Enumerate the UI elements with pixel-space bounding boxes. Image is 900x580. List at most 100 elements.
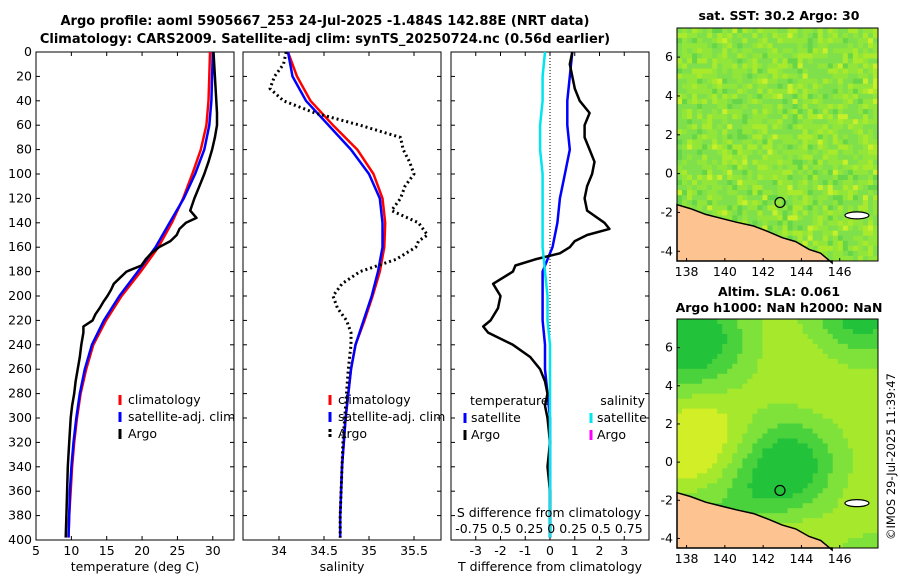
depth-tick-label: 0 [24, 44, 32, 59]
temp-legend-label: Argo [128, 426, 157, 441]
sal-xtick-label: 34.5 [310, 543, 338, 558]
depth-tick-label: 340 [8, 459, 32, 474]
temp-series-argo [64, 51, 219, 538]
diff-xtick-label: 2 [596, 543, 604, 558]
sal-xtick-label: 34 [271, 543, 287, 558]
sst-xtick-label: 142 [751, 264, 775, 279]
diff-legend-label: Argo [471, 427, 500, 442]
diff-xtick-label: 3 [620, 543, 628, 558]
sst-xtick-label: 144 [789, 264, 813, 279]
sst-ytick-label: -2 [661, 204, 673, 219]
depth-tick-label: 400 [8, 532, 32, 547]
depth-tick-label: 180 [8, 264, 32, 279]
sst-argo-marker [774, 196, 786, 209]
diff-top-ticks: -0.75 0.5 0.25 0 0.25 0.5 0.75 [455, 521, 642, 536]
sla-xtick-label: 146 [828, 551, 852, 566]
depth-tick-label: 280 [8, 386, 32, 401]
depth-tick-label: 240 [8, 337, 32, 352]
sst-ytick-label: 2 [665, 127, 673, 142]
depth-tick-label: 80 [16, 142, 32, 157]
diff-xtick-label: -3 [470, 543, 482, 558]
sla-ytick-label: 6 [665, 340, 673, 355]
sst-ytick-label: -4 [661, 243, 674, 258]
depth-tick-label: 380 [8, 508, 32, 523]
sla-xtick-label: 142 [751, 551, 775, 566]
sla-map-group [677, 319, 879, 549]
figure-title-line1: Argo profile: aoml 5905667_253 24-Jul-20… [60, 14, 590, 29]
sla-ytick-label: -4 [661, 530, 674, 545]
depth-tick-label: 220 [8, 312, 32, 327]
diff-legend-label: satellite [471, 410, 521, 425]
temp-legend-label: satellite-adj. clim [128, 409, 235, 424]
sst-map-group [677, 28, 879, 262]
depth-tick-label: 40 [16, 93, 32, 108]
sst-xtick-label: 140 [713, 264, 737, 279]
sla-ytick-label: 2 [665, 416, 673, 431]
diff-series-temperature-argo [481, 51, 611, 538]
diff-top-label: S difference from climatology [457, 505, 642, 520]
sal-xtick-label: 35 [361, 543, 377, 558]
sla-map-title-line1: Altim. SLA: 0.061 [717, 284, 841, 299]
temp-legend-label: climatology [128, 392, 201, 407]
sla-map-title-line2: Argo h1000: NaN h2000: NaN [675, 300, 883, 315]
temp-xtick-label: 15 [99, 543, 115, 558]
sla-ytick-label: 4 [665, 378, 673, 393]
diff-legend-label: satellite [597, 410, 647, 425]
sst-ytick-label: 6 [665, 49, 673, 64]
sal-legend-label: Argo [338, 426, 367, 441]
diff-legend-label: Argo [597, 427, 626, 442]
depth-tick-label: 140 [8, 215, 32, 230]
sal-series-satellite-adj-clim [286, 51, 384, 538]
depth-tick-label: 120 [8, 190, 32, 205]
sst-island [844, 211, 870, 220]
temp-xtick-label: 10 [63, 543, 79, 558]
depth-tick-label: 360 [8, 483, 32, 498]
diff-legend-header-temperature: temperature [470, 393, 549, 408]
sal-legend-label: satellite-adj. clim [338, 409, 445, 424]
sst-xtick-label: 138 [675, 264, 699, 279]
temp-xtick-label: 20 [134, 543, 150, 558]
depth-tick-label: 260 [8, 361, 32, 376]
sla-argo-marker [774, 484, 786, 497]
temp-xtick-label: 5 [32, 543, 40, 558]
temp-plot-frame [35, 51, 235, 541]
sal-xlabel: salinity [320, 559, 365, 574]
sla-land [676, 491, 833, 552]
depth-tick-label: 200 [8, 288, 32, 303]
sla-xtick-label: 144 [789, 551, 813, 566]
temp-xlabel: temperature (deg C) [71, 559, 200, 574]
sal-legend-label: climatology [338, 392, 411, 407]
sal-xtick-label: 35.5 [400, 543, 428, 558]
temp-xtick-label: 25 [169, 543, 185, 558]
sla-xtick-label: 138 [675, 551, 699, 566]
sla-island [844, 499, 870, 508]
temp-xtick-label: 30 [205, 543, 221, 558]
sst-ytick-label: 4 [665, 88, 673, 103]
sla-map-frame [676, 318, 879, 549]
depth-tick-label: 100 [8, 166, 32, 181]
depth-tick-label: 20 [16, 68, 32, 83]
diff-series-salinity-satellite [538, 51, 552, 538]
diff-xtick-label: -2 [494, 543, 506, 558]
diff-legend-header-salinity: salinity [600, 393, 645, 408]
sal-series-argo [268, 51, 429, 538]
diff-xtick-label: 1 [571, 543, 579, 558]
depth-tick-label: 300 [8, 410, 32, 425]
temp-series-satellite-adj-clim [67, 51, 215, 538]
depth-tick-label: 60 [16, 117, 32, 132]
sla-ytick-label: 0 [665, 454, 673, 469]
sla-ytick-label: -2 [661, 492, 673, 507]
sst-land [676, 203, 833, 265]
sst-map-title: sat. SST: 30.2 Argo: 30 [698, 8, 860, 23]
depth-tick-label: 320 [8, 434, 32, 449]
sst-map-frame [676, 27, 879, 262]
diff-xtick-label: 0 [546, 543, 554, 558]
diff-xtick-label: -1 [519, 543, 531, 558]
depth-tick-label: 160 [8, 239, 32, 254]
sst-xtick-label: 146 [828, 264, 852, 279]
figure-title-line2: Climatology: CARS2009. Satellite-adj cli… [39, 32, 611, 47]
diff-xlabel: T difference from climatology [457, 559, 643, 574]
sst-ytick-label: 0 [665, 166, 673, 181]
sla-xtick-label: 140 [713, 551, 737, 566]
